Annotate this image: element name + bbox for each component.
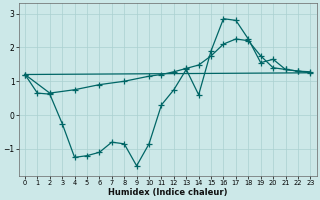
X-axis label: Humidex (Indice chaleur): Humidex (Indice chaleur) (108, 188, 228, 197)
